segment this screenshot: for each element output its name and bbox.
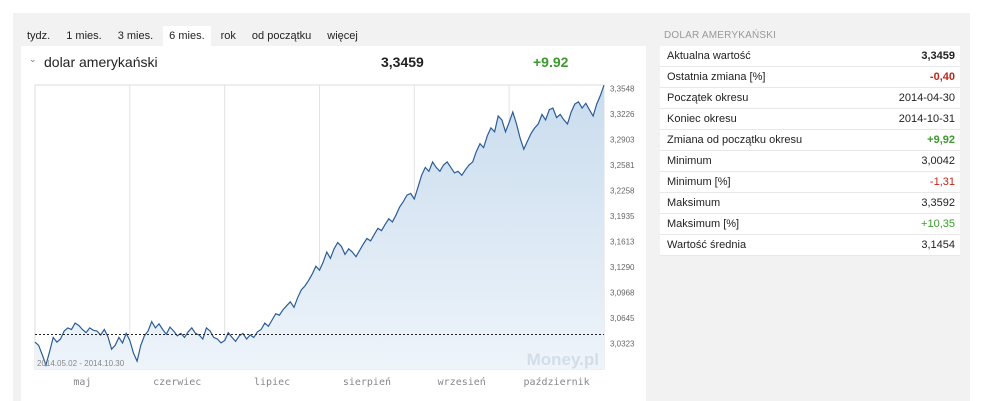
y-tick-label: 3,0323 [610,339,635,348]
stats-row: Aktualna wartość 3,3459 [660,46,960,67]
y-tick-label: 3,2581 [610,161,635,170]
period-tabs: tydz. 1 mies. 3 mies. 6 mies. rok od początku… [21,26,368,46]
y-tick-label: 3,1290 [610,263,635,272]
stats-row: Maksimum [%] +10,35 [660,214,960,235]
tab-2[interactable]: 3 mies. [117,30,154,42]
stats-label: Minimum [%] [667,176,731,188]
stats-row: Zmiana od początku okresu +9,92 [660,130,960,151]
date-range-label: 2014.05.02 - 2014.10.30 [37,359,125,368]
stats-row: Minimum 3,0042 [660,151,960,172]
y-tick-label: 3,0645 [610,314,635,323]
currency-name[interactable]: dolar amerykański [44,54,158,70]
stats-row: Minimum [%] -1,31 [660,172,960,193]
stats-label: Minimum [667,155,712,167]
x-tick-label: maj [73,377,91,388]
stats-row: Maksimum 3,3592 [660,193,960,214]
tab-0[interactable]: tydz. [27,30,51,42]
stats-label: Ostatnia zmiana [%] [667,71,766,83]
area-fill [35,85,604,369]
x-tick-label: wrzesień [438,376,486,388]
stats-value: 3,3592 [921,197,955,209]
stats-label: Wartość średnia [667,239,747,251]
stats-value: +10,35 [921,218,955,230]
stats-value: +9,92 [927,134,955,146]
chart-box: ⌄ dolar amerykański 3,3459 +9.92 maj czer… [21,46,646,401]
x-tick-label: sierpień [343,376,391,388]
y-tick-label: 3,1613 [610,237,635,246]
stats-value: 2014-10-31 [898,113,955,125]
stats-value: 3,0042 [921,155,955,167]
stats-row: Koniec okresu 2014-10-31 [660,109,960,130]
x-tick-label: lipiec [254,377,290,388]
stats-row: Początek okresu 2014-04-30 [660,88,960,109]
stats-value: -1,31 [929,176,955,188]
stats-label: Początek okresu [667,92,749,104]
stats-label: Koniec okresu [667,113,737,125]
sidebar-title: DOLAR AMERYKAŃSKI [664,30,777,41]
stats-label: Zmiana od początku okresu [667,134,803,146]
y-tick-label: 3,2903 [610,135,635,144]
currency-value: 3,3459 [381,54,424,70]
stats-label: Aktualna wartość [667,50,751,62]
stats-value: 3,3459 [921,50,955,62]
x-tick-label: czerwiec [153,377,201,388]
tab-5[interactable]: od początku [251,30,312,42]
y-tick-label: 3,2258 [610,186,635,195]
currency-change: +9.92 [533,54,569,70]
stats-label: Maksimum [%] [667,218,740,230]
x-tick-label: październik [523,376,589,388]
y-tick-label: 3,3226 [610,110,635,119]
y-tick-label: 3,0968 [610,288,635,297]
stats-label: Maksimum [667,197,721,209]
tab-6[interactable]: więcej [327,30,358,42]
y-tick-label: 3,1935 [610,212,635,221]
y-tick-label: 3,3548 [610,84,635,93]
tab-1[interactable]: 1 mies. [66,30,102,42]
series-line [34,85,605,368]
watermark-logo: Money.pl [527,350,599,369]
chart-header: ⌄ dolar amerykański 3,3459 +9.92 [21,52,646,76]
chevron-down-icon[interactable]: ⌄ [29,54,37,64]
stats-value: -0,40 [929,71,955,83]
stats-row: Wartość średnia 3,1454 [660,235,960,256]
stats-sidebar: DOLAR AMERYKAŃSKI Aktualna wartość 3,3459… [660,26,960,256]
stats-row: Ostatnia zmiana [%] -0,40 [660,67,960,88]
stats-table: Aktualna wartość 3,3459 Ostatnia zmiana [%… [660,46,960,256]
stats-value: 3,1454 [921,239,955,251]
stats-value: 2014-04-30 [898,92,955,104]
tab-4[interactable]: rok [220,30,236,42]
tab-3[interactable]: 6 mies. [163,26,211,46]
price-chart: maj czerwiec lipiec sierpień wrzesień paździe… [34,84,635,388]
